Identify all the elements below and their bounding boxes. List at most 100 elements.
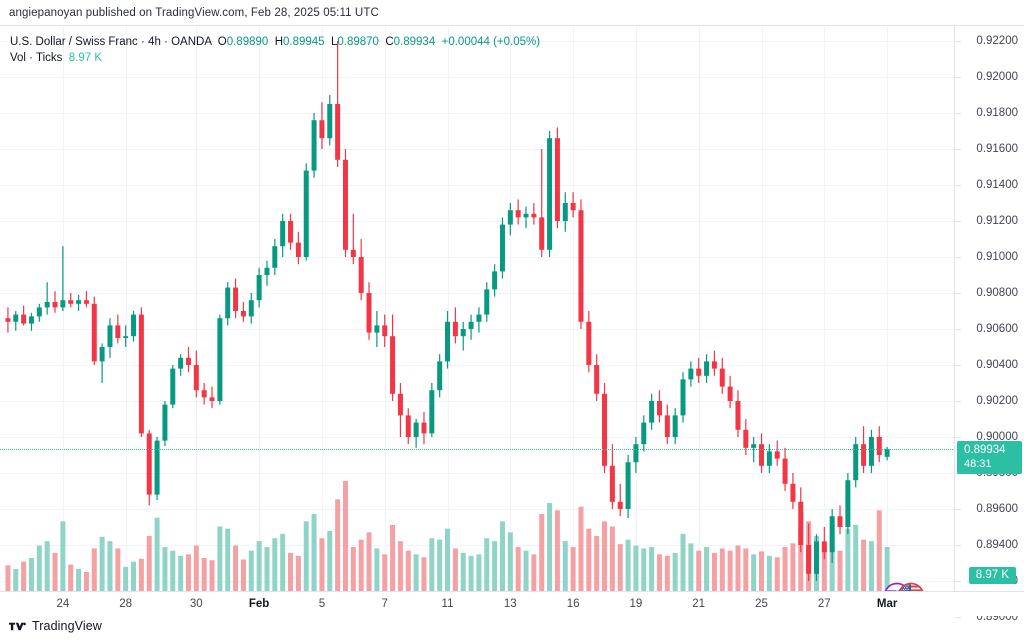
candle-body-up [178, 357, 184, 369]
gridline-horizontal [0, 509, 954, 510]
volume-bar [209, 560, 215, 591]
gridline-horizontal [0, 221, 954, 222]
volume-bar [798, 528, 804, 591]
price-tick [955, 257, 961, 258]
legend-close-value: 0.89934 [393, 36, 436, 48]
candle-body-up [123, 336, 129, 338]
candle-body-down [656, 401, 662, 416]
volume-bar [523, 550, 529, 591]
price-tick [955, 509, 961, 510]
candle-body-down [390, 336, 396, 394]
price-axis-label: 0.91000 [976, 251, 1018, 263]
gridline-horizontal [0, 77, 954, 78]
candle-body-down [295, 242, 301, 257]
volume-bar [21, 561, 27, 591]
volume-bar [507, 532, 513, 591]
volume-bar [146, 536, 152, 591]
price-axis-label: 0.89400 [976, 539, 1018, 551]
volume-bar [107, 541, 113, 591]
candle-body-down [52, 302, 58, 308]
gridline-vertical [385, 26, 386, 591]
candle-body-up [374, 325, 380, 333]
candle-body-up [413, 422, 419, 437]
candle-body-down [586, 321, 592, 365]
volume-bar [280, 533, 286, 591]
price-axis-label: 0.91800 [976, 107, 1018, 119]
time-axis-label: Feb [248, 598, 270, 610]
candle-body-down [531, 213, 537, 218]
candle-body-down [782, 458, 788, 484]
candle-body-up [523, 213, 529, 218]
time-scale[interactable]: 24 28 30 Feb 5 7 11 13 16 19 21 25 27 Mar [0, 591, 1024, 616]
candle-body-down [798, 501, 804, 545]
legend-interval[interactable]: 4h [148, 36, 161, 48]
gridline-vertical [887, 26, 888, 591]
price-axis-label: 0.90200 [976, 395, 1018, 407]
publish-text: angiepanoyan published on TradingView.co… [9, 6, 379, 19]
legend-change: +0.00044 (+0.05%) [441, 36, 541, 48]
volume-bar [641, 548, 647, 591]
volume-bar [617, 544, 623, 591]
legend-volume-value: 8.97 K [68, 52, 103, 64]
candle-body-down [397, 393, 403, 416]
candle-body-up [445, 321, 451, 362]
price-tick [955, 401, 961, 402]
symbol-flags-watermark [884, 582, 924, 591]
publish-attribution: angiepanoyan published on TradingView.co… [0, 0, 1024, 25]
volume-bar [861, 539, 867, 591]
candle-body-up [547, 138, 553, 250]
legend-volume-title[interactable]: Vol · Ticks [10, 52, 63, 64]
candle-body-down [727, 386, 733, 401]
current-price-badge[interactable]: 0.89934 48:31 [957, 440, 1022, 474]
candle-body-up [884, 448, 890, 457]
volume-bar [358, 539, 364, 591]
legend-high-value: 0.89945 [283, 36, 325, 48]
candle-body-up [845, 480, 851, 527]
candle-body-up [633, 444, 639, 463]
gridline-vertical [63, 26, 64, 591]
candle-body-down [421, 422, 427, 434]
volume-bar [405, 550, 411, 591]
gridline-vertical [322, 26, 323, 591]
price-tick [955, 113, 961, 114]
gridline-vertical [762, 26, 763, 591]
time-axis-label: Mar [876, 598, 898, 610]
candle-body-down [876, 437, 882, 455]
volume-bar [688, 543, 694, 591]
volume-bar [759, 551, 765, 591]
legend-symbol[interactable]: U.S. Dollar / Swiss Franc [10, 36, 138, 48]
candle-body-down [366, 293, 372, 333]
price-tick [955, 545, 961, 546]
candle-body-up [13, 314, 19, 322]
price-tick [955, 617, 961, 618]
price-pane[interactable]: U.S. Dollar / Swiss Franc · 4h · OANDA O… [0, 26, 955, 591]
candle-body-down [774, 451, 780, 459]
time-axis-label: 25 [755, 598, 768, 610]
volume-bar [586, 528, 592, 591]
price-scale[interactable]: 0.92200 0.92000 0.91800 0.91600 0.91400 0.912… [955, 26, 1024, 623]
volume-bar [342, 481, 348, 591]
volume-bar [76, 569, 82, 591]
volume-value-badge[interactable]: 8.97 K [968, 567, 1016, 584]
volume-bar [319, 538, 325, 591]
volume-bar [782, 547, 788, 591]
gridline-horizontal [0, 293, 954, 294]
candle-body-up [704, 361, 710, 376]
gridline-vertical [448, 26, 449, 591]
price-tick [955, 77, 961, 78]
candle-body-up [429, 390, 435, 434]
candle-body-up [99, 347, 105, 362]
gridline-horizontal [0, 149, 954, 150]
candle-body-down [21, 314, 27, 324]
volume-bar [382, 554, 388, 591]
candle-body-up [44, 302, 50, 308]
volume-bar [217, 526, 223, 591]
candle-body-up [311, 120, 317, 171]
volume-bar [876, 510, 882, 591]
volume-bar [295, 555, 301, 591]
volume-bar [225, 528, 231, 591]
candle-body-down [735, 401, 741, 430]
gridline-horizontal [0, 473, 954, 474]
candle-body-down [711, 361, 717, 369]
legend-exchange: OANDA [171, 36, 212, 48]
